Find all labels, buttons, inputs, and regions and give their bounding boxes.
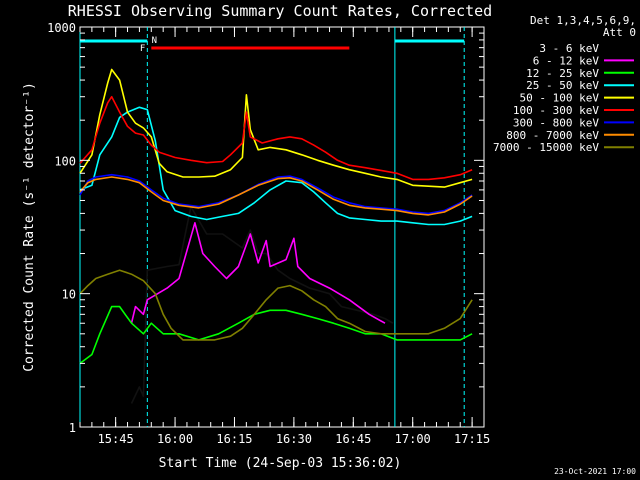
series-layer	[79, 68, 473, 404]
flare-flag-label: F	[140, 44, 145, 54]
x-axis-label: Start Time (24-Sep-03 15:36:02)	[159, 456, 402, 471]
legend-entry-label: 7000 - 15000 keV	[493, 141, 599, 154]
x-tick-label: 17:00	[395, 432, 431, 446]
x-tick-label: 17:15	[454, 432, 490, 446]
series-line	[79, 269, 473, 341]
axis-layer: 1 10 100 1000 15:45 16:00 16:15 16:30 16:45 17:00…	[47, 21, 490, 446]
series-line	[79, 305, 473, 365]
series-line	[79, 173, 473, 215]
x-tick-label: 16:30	[276, 432, 312, 446]
x-tick-label: 15:45	[98, 432, 134, 446]
legend-entry-label: 3 - 6 keV	[539, 42, 599, 55]
x-tick-label: 16:15	[216, 432, 252, 446]
series-line	[79, 95, 473, 181]
legend-header-attenuator: Att 0	[603, 26, 636, 39]
legend-entry-label: 800 - 7000 keV	[506, 129, 599, 142]
legend-entry-label: 300 - 800 keV	[513, 116, 599, 129]
legend-entry-label: 100 - 300 keV	[513, 104, 599, 117]
y-tick-label: 10	[62, 288, 76, 302]
y-axis-label: Corrected Count Rate (s⁻¹ detector⁻¹)	[22, 82, 37, 372]
legend-header-detectors: Det 1,3,4,5,6,9,	[530, 14, 636, 27]
series-line	[79, 176, 473, 216]
y-tick-label: 1	[69, 421, 76, 435]
y-tick-label: 100	[54, 154, 76, 168]
legend-entry-label: 25 - 50 keV	[526, 79, 599, 92]
x-tick-label: 16:45	[335, 432, 371, 446]
series-line	[130, 205, 394, 404]
x-tick-label: 16:00	[157, 432, 193, 446]
legend-entry-label: 12 - 25 keV	[526, 67, 599, 80]
night-flag-label: N	[152, 36, 157, 46]
footer-date: 23-Oct-2021 17:00	[554, 467, 636, 476]
chart-title: RHESSI Observing Summary Count Rates, Co…	[68, 2, 492, 20]
series-line	[130, 222, 386, 324]
y-tick-label: 1000	[47, 21, 76, 35]
flags-layer: NF	[79, 27, 465, 427]
legend-entry-label: 6 - 12 keV	[533, 54, 600, 67]
legend-entry-label: 50 - 100 keV	[520, 92, 600, 105]
